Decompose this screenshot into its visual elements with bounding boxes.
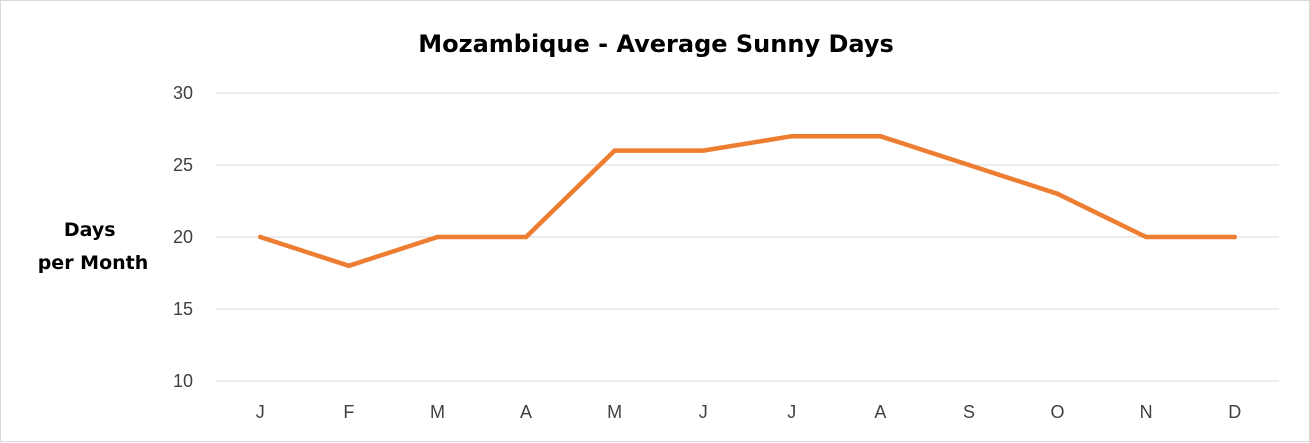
- y-tick-label: 10: [173, 371, 193, 391]
- series-group: [258, 133, 1237, 269]
- y-axis-label: Days per Month: [38, 219, 149, 274]
- y-tick-label: 30: [173, 83, 193, 103]
- data-point: [878, 133, 883, 139]
- data-point: [258, 234, 263, 240]
- data-point: [966, 162, 972, 168]
- y-tick-label: 20: [173, 227, 193, 247]
- data-point: [789, 133, 795, 139]
- y-tick-label: 15: [173, 299, 193, 319]
- y-tick-label: 25: [173, 155, 193, 175]
- series-line: [258, 133, 1237, 269]
- data-point: [1232, 234, 1237, 240]
- data-point: [1143, 234, 1149, 240]
- x-tick-label: N: [1140, 402, 1153, 422]
- chart-title: Mozambique - Average Sunny Days: [418, 30, 894, 58]
- x-tick-label: A: [520, 402, 532, 422]
- data-point: [435, 234, 440, 240]
- data-point: [523, 234, 529, 240]
- data-point: [346, 263, 352, 269]
- x-tick-label: J: [256, 402, 265, 422]
- y-axis-label-line-1: Days: [64, 219, 116, 241]
- x-tick-label: O: [1051, 402, 1065, 422]
- x-tick-label: M: [430, 402, 445, 422]
- x-tick-label: S: [963, 402, 975, 422]
- x-tick-label: A: [874, 402, 886, 422]
- y-tick-labels: 10 15 20 25 30: [173, 83, 193, 391]
- data-point: [1055, 191, 1060, 197]
- y-axis-label-line-2: per Month: [38, 252, 149, 274]
- x-tick-label: F: [343, 402, 354, 422]
- x-tick-label: J: [699, 402, 708, 422]
- data-point: [700, 148, 706, 153]
- x-tick-label: J: [787, 402, 796, 422]
- x-tick-label: M: [607, 402, 622, 422]
- gridlines: [216, 92, 1279, 382]
- data-point: [612, 148, 617, 153]
- x-tick-label: D: [1228, 402, 1241, 422]
